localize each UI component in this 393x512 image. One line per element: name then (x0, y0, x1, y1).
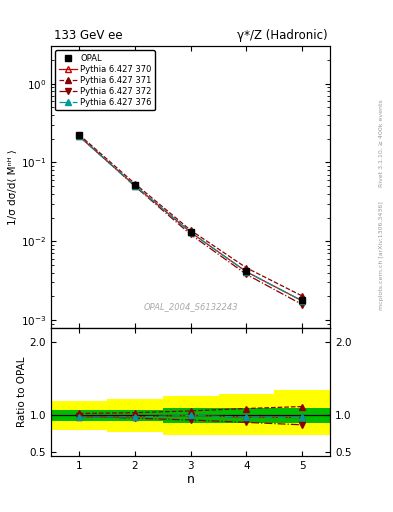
Y-axis label: 1/σ dσ/d⟨ Mⁿᴴ ⟩: 1/σ dσ/d⟨ Mⁿᴴ ⟩ (8, 149, 18, 225)
Y-axis label: Ratio to OPAL: Ratio to OPAL (17, 356, 27, 427)
Text: mcplots.cern.ch [arXiv:1306.3436]: mcplots.cern.ch [arXiv:1306.3436] (379, 202, 384, 310)
Text: Rivet 3.1.10, ≥ 400k events: Rivet 3.1.10, ≥ 400k events (379, 99, 384, 187)
Text: OPAL_2004_S6132243: OPAL_2004_S6132243 (143, 302, 238, 311)
Text: 133 GeV ee: 133 GeV ee (54, 29, 123, 42)
Legend: OPAL, Pythia 6.427 370, Pythia 6.427 371, Pythia 6.427 372, Pythia 6.427 376: OPAL, Pythia 6.427 370, Pythia 6.427 371… (55, 50, 155, 110)
Text: γ*/Z (Hadronic): γ*/Z (Hadronic) (237, 29, 327, 42)
X-axis label: n: n (187, 473, 195, 486)
